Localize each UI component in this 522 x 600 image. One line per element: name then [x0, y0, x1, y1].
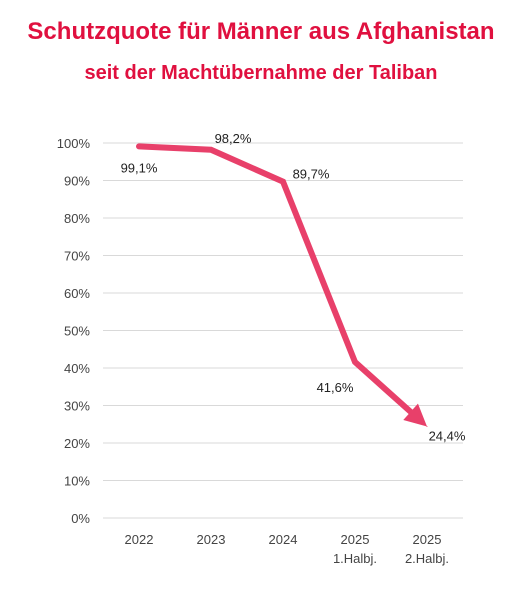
data-label: 98,2%	[215, 131, 252, 146]
x-tick-label: 2.Halbj.	[405, 551, 449, 566]
chart-title: Schutzquote für Männer aus Afghanistan	[27, 18, 495, 45]
y-tick-label: 0%	[71, 511, 90, 526]
data-point	[354, 361, 356, 363]
x-tick-label: 2023	[197, 532, 226, 547]
data-label: 99,1%	[121, 160, 158, 175]
data-label: 24,4%	[429, 429, 466, 444]
x-tick-label: 2024	[269, 532, 298, 547]
series-line	[136, 143, 414, 415]
y-tick-label: 20%	[64, 436, 90, 451]
data-point	[282, 181, 284, 183]
data-point	[210, 149, 212, 151]
y-tick-label: 70%	[64, 249, 90, 264]
x-tick-label: 2025	[341, 532, 370, 547]
data-label: 89,7%	[293, 167, 330, 182]
y-tick-label: 30%	[64, 399, 90, 414]
data-label: 41,6%	[317, 380, 354, 395]
chart-subtitle: seit der Machtübernahme der Taliban	[84, 62, 438, 84]
x-tick-label: 2025	[413, 532, 442, 547]
x-tick-label: 1.Halbj.	[333, 551, 377, 566]
x-tick-label: 2022	[125, 532, 154, 547]
y-tick-label: 40%	[64, 361, 90, 376]
arrowhead	[403, 403, 427, 427]
data-point	[138, 145, 140, 147]
y-tick-label: 80%	[64, 211, 90, 226]
y-tick-label: 50%	[64, 324, 90, 339]
y-tick-label: 10%	[64, 474, 90, 489]
y-tick-label: 60%	[64, 286, 90, 301]
y-tick-label: 90%	[64, 174, 90, 189]
y-tick-label: 100%	[57, 136, 91, 151]
